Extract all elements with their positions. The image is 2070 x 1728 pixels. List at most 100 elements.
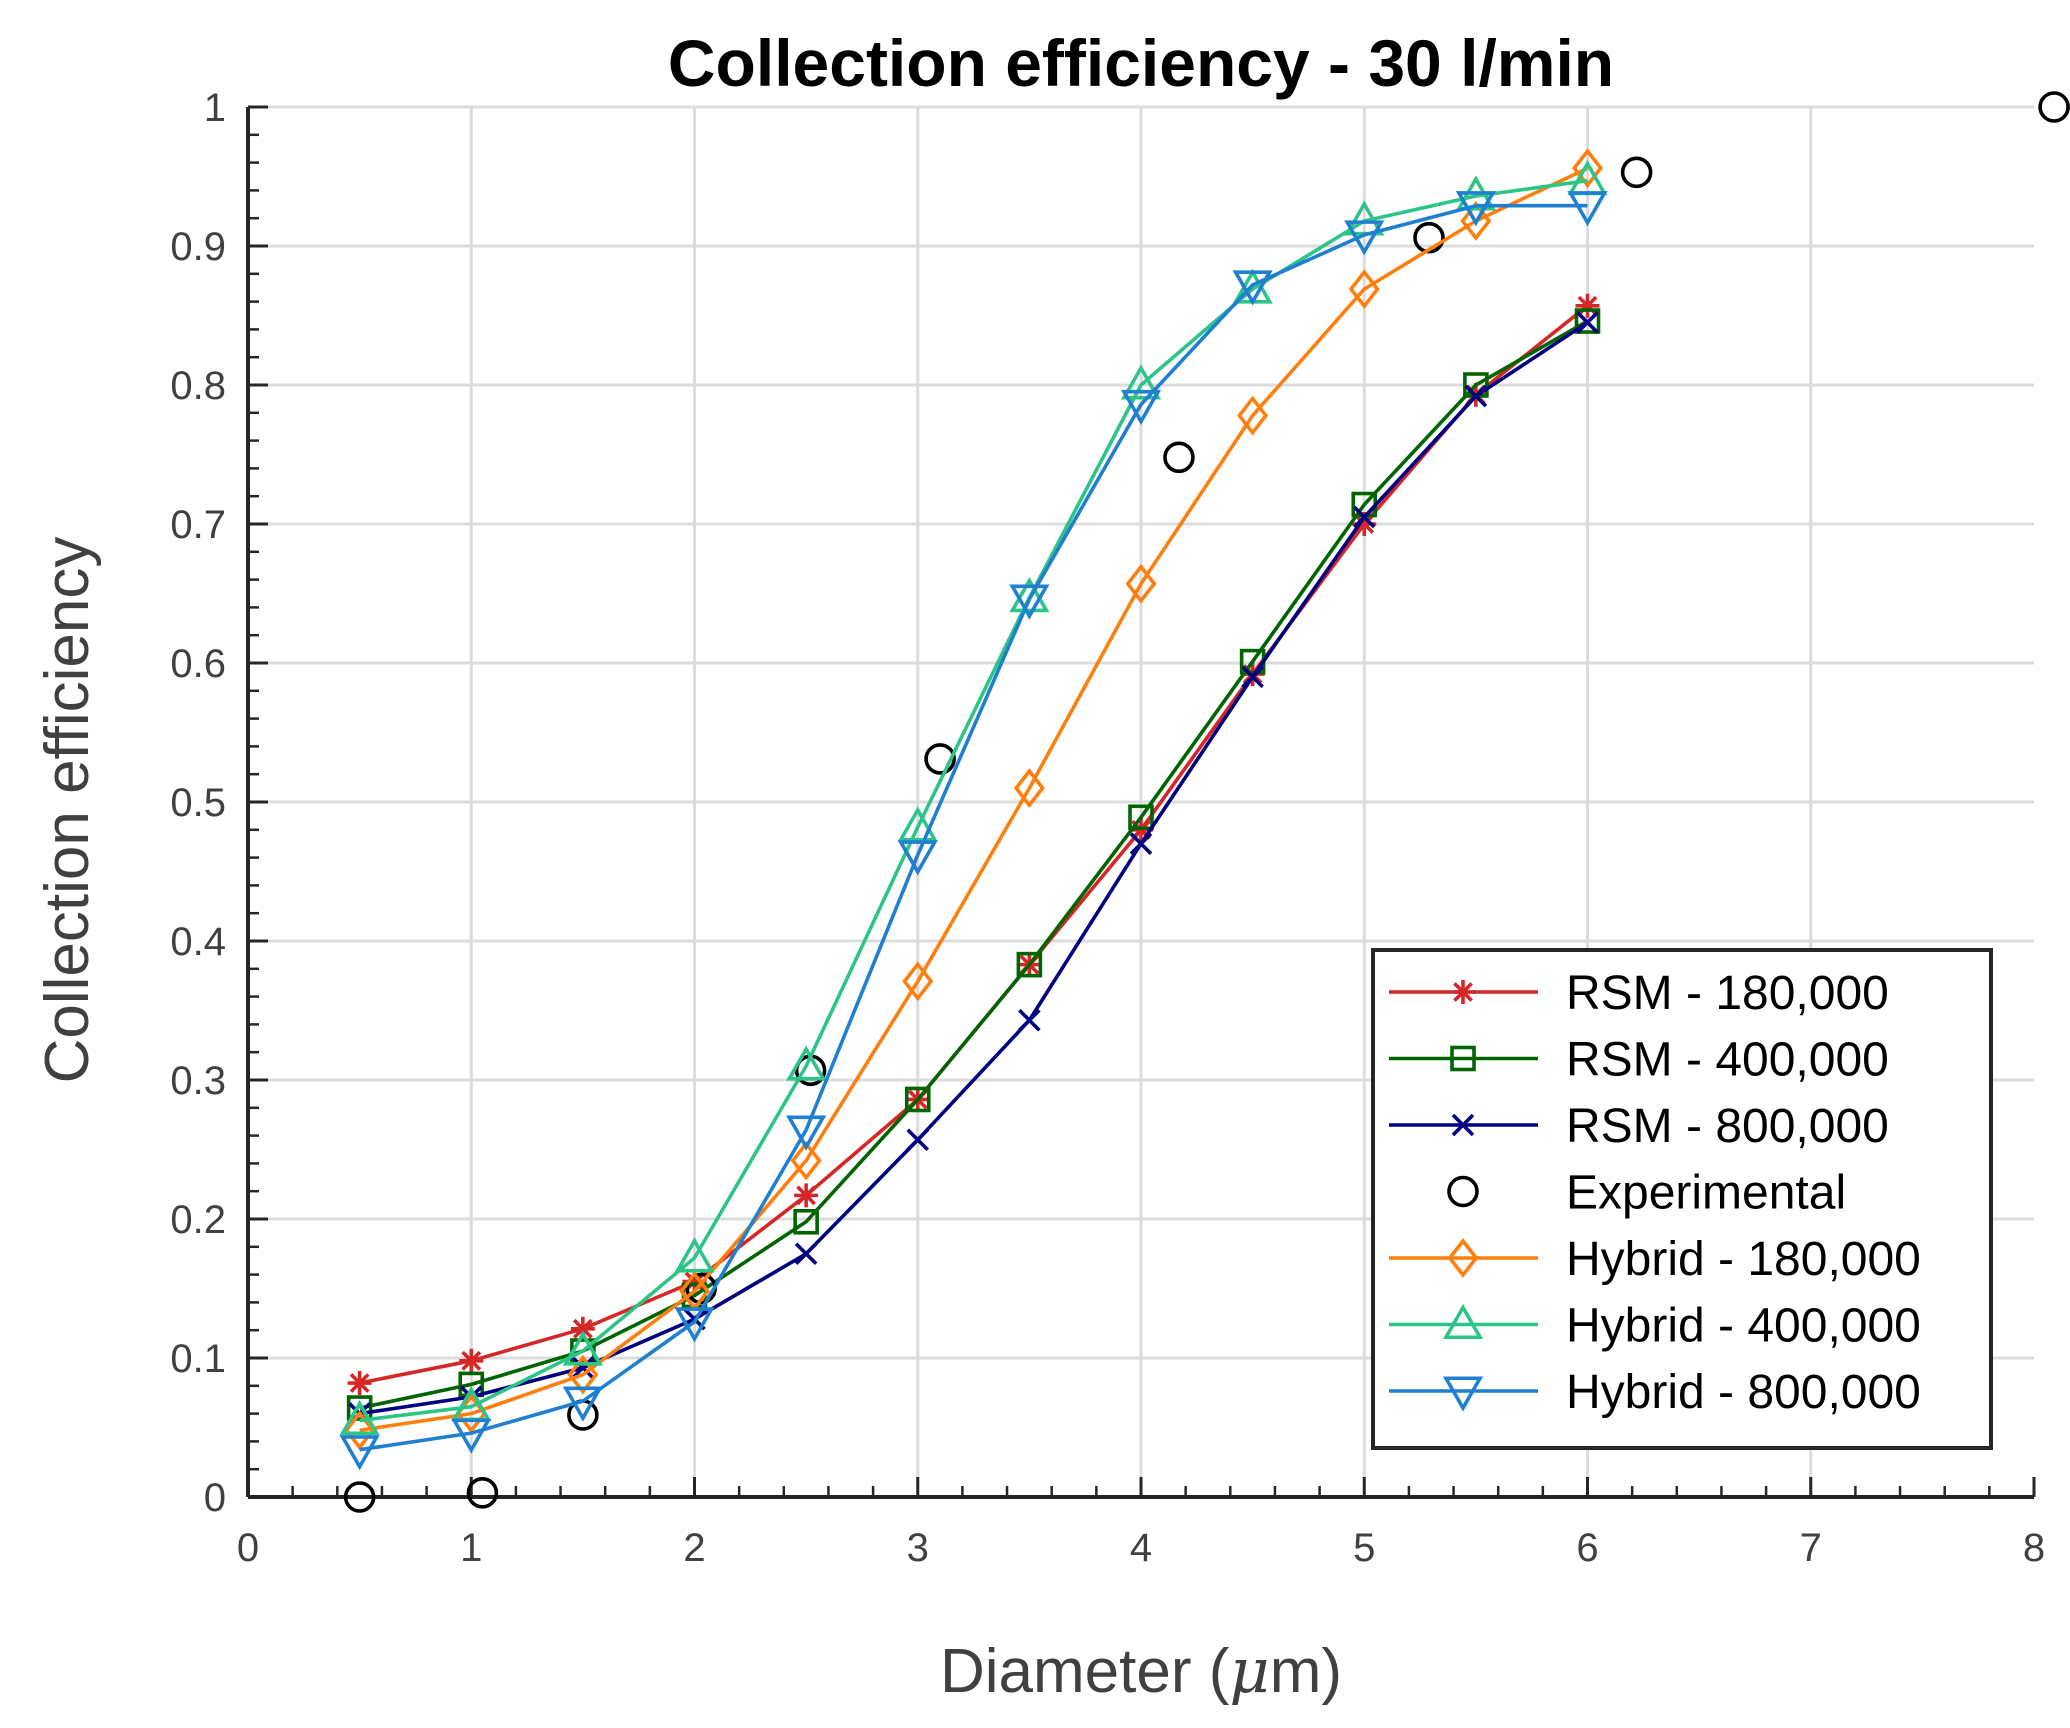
y-tick-label: 0.9 [170,225,226,269]
y-tick-label: 0.7 [170,503,226,547]
series-3 [348,311,1599,1425]
axes: 0 1 2 3 4 5 6 7 8 0 0.1 0.2 0.3 0.4 0.5 0.6 0.7 0.8 0.9 1 [170,86,2045,1570]
legend-marker [1451,1113,1475,1137]
legend-marker [1442,1376,1484,1412]
data-point [1241,665,1264,689]
data-point [906,1128,930,1152]
data-point [1574,308,1601,334]
x-axis-label-symbol: μ [1229,1634,1269,1707]
data-point [902,961,934,1002]
x-axis-label: Diameter (μm) [940,1634,1342,1707]
data-point [1009,577,1050,613]
grid [248,105,2034,1497]
data-point [1163,441,1195,474]
legend-marker [1450,1045,1476,1072]
y-tick-label: 0.8 [170,364,226,408]
x-axis-label-prefix: Diameter ( [940,1637,1230,1706]
legend: RSM - 180,000 RSM - 400,000 RSM - 800,000 E… [1371,948,1993,1450]
data-point [897,840,938,876]
legend-marker [1442,1303,1484,1340]
chart-title: Collection efficiency - 30 l/min [668,26,1614,100]
data-point [674,1237,715,1273]
x-tick-label: 5 [1353,1526,1375,1570]
data-point [1344,220,1385,256]
data-point [786,1045,827,1081]
x-tick-label: 8 [2023,1526,2045,1570]
legend-marker [1447,1175,1479,1208]
y-tick-label: 0.1 [170,1337,226,1381]
data-point [562,1330,603,1366]
series-5 [344,148,1604,1451]
y-tick-label: 0 [204,1476,226,1520]
data-point [459,1348,484,1373]
y-tick-label: 0.3 [170,1059,226,1103]
y-tick-label: 0.6 [170,642,226,686]
x-tick-label: 0 [237,1526,259,1570]
data-point [793,1208,819,1235]
legend-entry: RSM - 180,000 [1389,967,1889,1020]
data-point [1237,395,1269,436]
data-point [904,1086,931,1113]
series-7 [339,191,1608,1471]
x-tick-label: 1 [460,1526,482,1570]
data-point [343,1481,376,1513]
legend-entry: RSM - 800,000 [1389,1100,1889,1153]
legend-label: Hybrid - 800,000 [1566,1366,1921,1419]
data-point [1232,270,1273,306]
x-axis-label-suffix: m) [1270,1637,1342,1706]
legend-entry: Hybrid - 800,000 [1389,1366,1921,1419]
legend-label: RSM - 800,000 [1566,1100,1889,1153]
data-point [1455,191,1496,227]
data-point [1352,505,1376,529]
data-point [1575,293,1600,318]
data-point [451,1418,492,1454]
y-tick-label: 1 [204,86,226,130]
data-point [1128,804,1154,831]
data-point [897,806,938,842]
data-point [1018,1008,1041,1032]
data-point [790,1140,822,1181]
data-point [794,1183,819,1208]
data-point [1348,269,1380,310]
data-point [1464,384,1488,408]
data-point [1013,768,1045,809]
legend-label: Experimental [1566,1167,1846,1220]
data-point [571,1356,595,1380]
data-point [339,1399,380,1436]
series-line [359,203,1588,1452]
data-point [1009,584,1050,620]
data-point [1567,191,1608,227]
legend-label: Hybrid - 180,000 [1566,1233,1921,1286]
series-line [359,166,1589,1433]
data-point [466,1477,499,1509]
data-point [1016,951,1043,978]
data-point [1576,311,1599,334]
y-axis-label: Collection efficiency [33,537,102,1084]
data-point [1352,512,1377,536]
data-point [1120,389,1162,426]
data-point [674,1307,715,1343]
series-line [359,319,1589,1410]
legend-marker [1447,1238,1479,1278]
data-point [1571,148,1604,189]
legend-entry: Experimental [1447,1167,1846,1220]
data-point [1129,832,1153,855]
data-point [786,1115,827,1151]
y-tick-label: 0.4 [170,920,226,964]
data-point [567,1354,599,1395]
data-point [2038,91,2070,123]
data-point [1120,364,1162,400]
legend-entry: Hybrid - 400,000 [1389,1300,1921,1353]
y-tick-label: 0.2 [170,1198,226,1242]
data-point [347,1371,372,1396]
data-point [1620,156,1653,189]
legend-marker [1451,980,1475,1004]
data-point [1125,563,1157,604]
x-tick-label: 7 [1800,1526,1822,1570]
series-line [359,178,1588,1423]
legend-label: RSM - 180,000 [1566,967,1889,1020]
data-point [339,1435,380,1471]
legend-entry: Hybrid - 180,000 [1389,1233,1921,1286]
x-tick-label: 6 [1576,1526,1598,1570]
